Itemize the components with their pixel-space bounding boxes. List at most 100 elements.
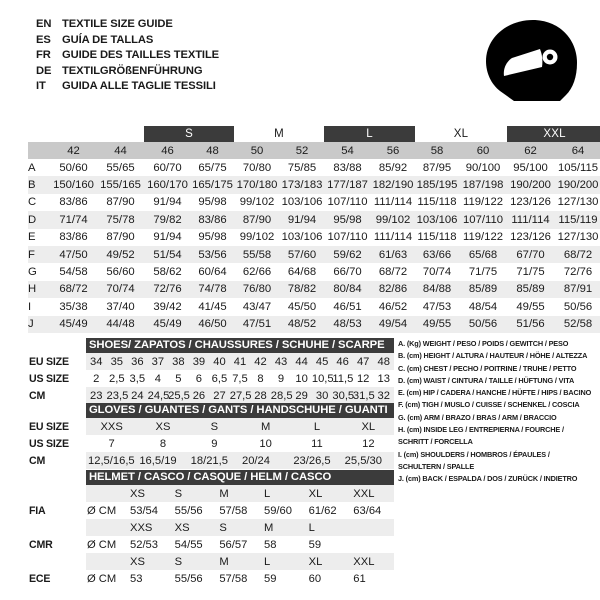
gloves-value: 20/24 [239, 452, 292, 469]
shoes-value: 27,5 [229, 387, 252, 404]
measure-value: 105/115 [554, 159, 600, 177]
measure-value: 95/98 [191, 228, 234, 246]
measure-value: 170/180 [234, 176, 280, 194]
band-spacer [50, 126, 144, 142]
legend-line: SCHULTERN / SPALLE [398, 461, 475, 471]
table-row: FIA Ø CM 53/54 55/56 57/58 59/60 61/62 63/64 [28, 502, 394, 519]
measurement-legend: A. (Kg) WEIGHT / PESO / POIDS / GEWITCH … [398, 338, 596, 486]
measure-value: 91/94 [144, 228, 191, 246]
measure-code: B [28, 176, 50, 194]
size-grid: S M L XL XXL 42 44 46 48 50 52 54 56 58 60 62 64 A 50/60 55… [28, 126, 600, 333]
shoes-table: EU SIZE 34 35 36 37 38 39 40 41 42 43 44 45 46 47 48 US … [28, 353, 394, 404]
measure-value: 74/78 [191, 280, 234, 299]
measure-value: 56/60 [97, 263, 144, 281]
measure-value: 83/88 [324, 159, 371, 177]
helmet-value: 53 [126, 570, 171, 587]
shoes-value: 35 [106, 353, 128, 370]
shoes-row-label: EU SIZE [28, 353, 86, 370]
shoes-value: 47 [352, 353, 374, 370]
table-row: A 50/60 55/65 60/70 65/75 70/80 75/85 83/88 85/9… [28, 159, 600, 177]
helmet-value: 56/57 [215, 536, 260, 553]
gloves-value: 23/26,5 [291, 452, 343, 469]
title-lang-code: IT [36, 80, 46, 93]
measure-value: 64/68 [280, 263, 324, 281]
racing-helmet-icon [478, 14, 588, 114]
measure-value: 83/86 [191, 211, 234, 229]
table-row: CM 12,5/16,5 16,5/19 18/21,5 20/24 23/26,5 25,… [28, 452, 394, 469]
helmet-value: 53/54 [126, 502, 171, 519]
measure-value: 119/122 [459, 193, 508, 212]
legend-line: F. (cm) TIGH / MUSLO / CUISSE / SCHENKEL… [398, 400, 580, 410]
measure-value: 53/56 [191, 245, 234, 264]
size-number: 64 [554, 142, 600, 159]
legend-line: SCHRITT / FORCELLA [398, 437, 473, 447]
measure-value: 111/114 [507, 211, 555, 229]
title-lang-code: DE [36, 64, 52, 77]
legend-line: D. (cm) WAIST / CINTURA / TAILLE / HÜFTU… [398, 375, 575, 385]
measure-value: 95/100 [507, 159, 555, 177]
shoes-value: 23,5 [106, 387, 128, 404]
gloves-value: XL [342, 418, 394, 435]
shoes-value: 2,5 [106, 370, 128, 387]
shoes-value: 7,5 [229, 370, 251, 387]
measure-value: 107/110 [459, 211, 508, 229]
helmet-size-label: XXL [349, 553, 394, 570]
measure-value: 45/49 [50, 315, 97, 333]
shoes-value: 9 [270, 370, 292, 387]
shoes-section: SHOES/ ZAPATOS / CHAUSSURES / SCHUHE / S… [28, 338, 394, 404]
gloves-row-label: US SIZE [28, 435, 86, 452]
measure-value: 99/102 [371, 211, 416, 229]
measure-value: 95/98 [191, 193, 234, 212]
measure-value: 165/175 [191, 176, 234, 194]
shoes-value: 28,5 [270, 387, 293, 404]
measure-value: 46/51 [324, 298, 371, 316]
helmet-table: XS S M L XL XXL FIA Ø CM 53/54 55/56 57/58 59/60 61/… [28, 485, 394, 587]
measure-value: 48/53 [324, 315, 371, 333]
helmet-value: 57/58 [215, 570, 260, 587]
shoes-value: 10 [291, 370, 312, 387]
measure-value: 83/86 [50, 228, 97, 246]
shoes-value: 4 [147, 370, 169, 387]
measure-value: 68/72 [50, 280, 97, 299]
measure-value: 48/54 [459, 298, 508, 316]
shoes-value: 13 [373, 370, 394, 387]
measure-value: 39/42 [144, 298, 191, 316]
main-size-table: S M L XL XXL 42 44 46 48 50 52 54 56 58 60 62 64 A 50/60 55… [28, 126, 600, 333]
measure-value: 177/187 [324, 176, 371, 194]
measure-value: 182/190 [371, 176, 416, 194]
shoes-value: 23 [86, 387, 107, 404]
measure-value: 70/74 [97, 280, 144, 299]
shoes-value: 34 [86, 353, 107, 370]
helmet-size-label: XS [126, 553, 171, 570]
helmet-spacer-label [28, 519, 86, 536]
gloves-value: 11 [291, 435, 343, 452]
shoes-value: 42 [250, 353, 271, 370]
table-row: H 68/72 70/74 72/76 74/78 76/80 78/82 80/84 82/8… [28, 280, 600, 299]
measure-value: 60/70 [144, 159, 191, 177]
helmet-unit-spacer [86, 485, 126, 502]
helmet-unit-spacer [86, 553, 126, 570]
size-row-spacer [28, 142, 50, 159]
measure-value: 50/56 [459, 315, 508, 333]
gloves-table: EU SIZE XXS XS S M L XL US SIZE 7 8 9 10 11 12 CM 12,5/… [28, 418, 394, 469]
measure-value: 82/86 [371, 280, 416, 299]
table-row: I 35/38 37/40 39/42 41/45 43/47 45/50 46/51 46/5… [28, 298, 600, 316]
shoes-value: 3,5 [127, 370, 148, 387]
helmet-size-label [349, 519, 394, 536]
title-block: EN TEXTILE SIZE GUIDE ES GUÍA DE TALLAS FR GU… [36, 18, 336, 96]
measure-value: 103/106 [280, 193, 324, 212]
shoes-title: SHOES/ ZAPATOS / CHAUSSURES / SCHUHE / S… [86, 338, 394, 353]
table-row: XXS XS S M L [28, 519, 394, 536]
measure-value: 155/165 [97, 176, 144, 194]
measure-value: 55/65 [97, 159, 144, 177]
size-number: 44 [97, 142, 144, 159]
measure-value: 47/51 [234, 315, 280, 333]
legend-line: C. (cm) CHEST / PECHO / POITRINE / TRUHE… [398, 363, 577, 373]
measure-value: 68/72 [371, 263, 416, 281]
measure-code: I [28, 298, 50, 316]
measure-value: 49/52 [97, 245, 144, 264]
measure-value: 190/200 [507, 176, 555, 194]
shoes-row-label: US SIZE [28, 370, 86, 387]
shoes-value: 40 [209, 353, 230, 370]
table-row: E 83/86 87/90 91/94 95/98 99/102 103/106 107/11… [28, 228, 600, 246]
